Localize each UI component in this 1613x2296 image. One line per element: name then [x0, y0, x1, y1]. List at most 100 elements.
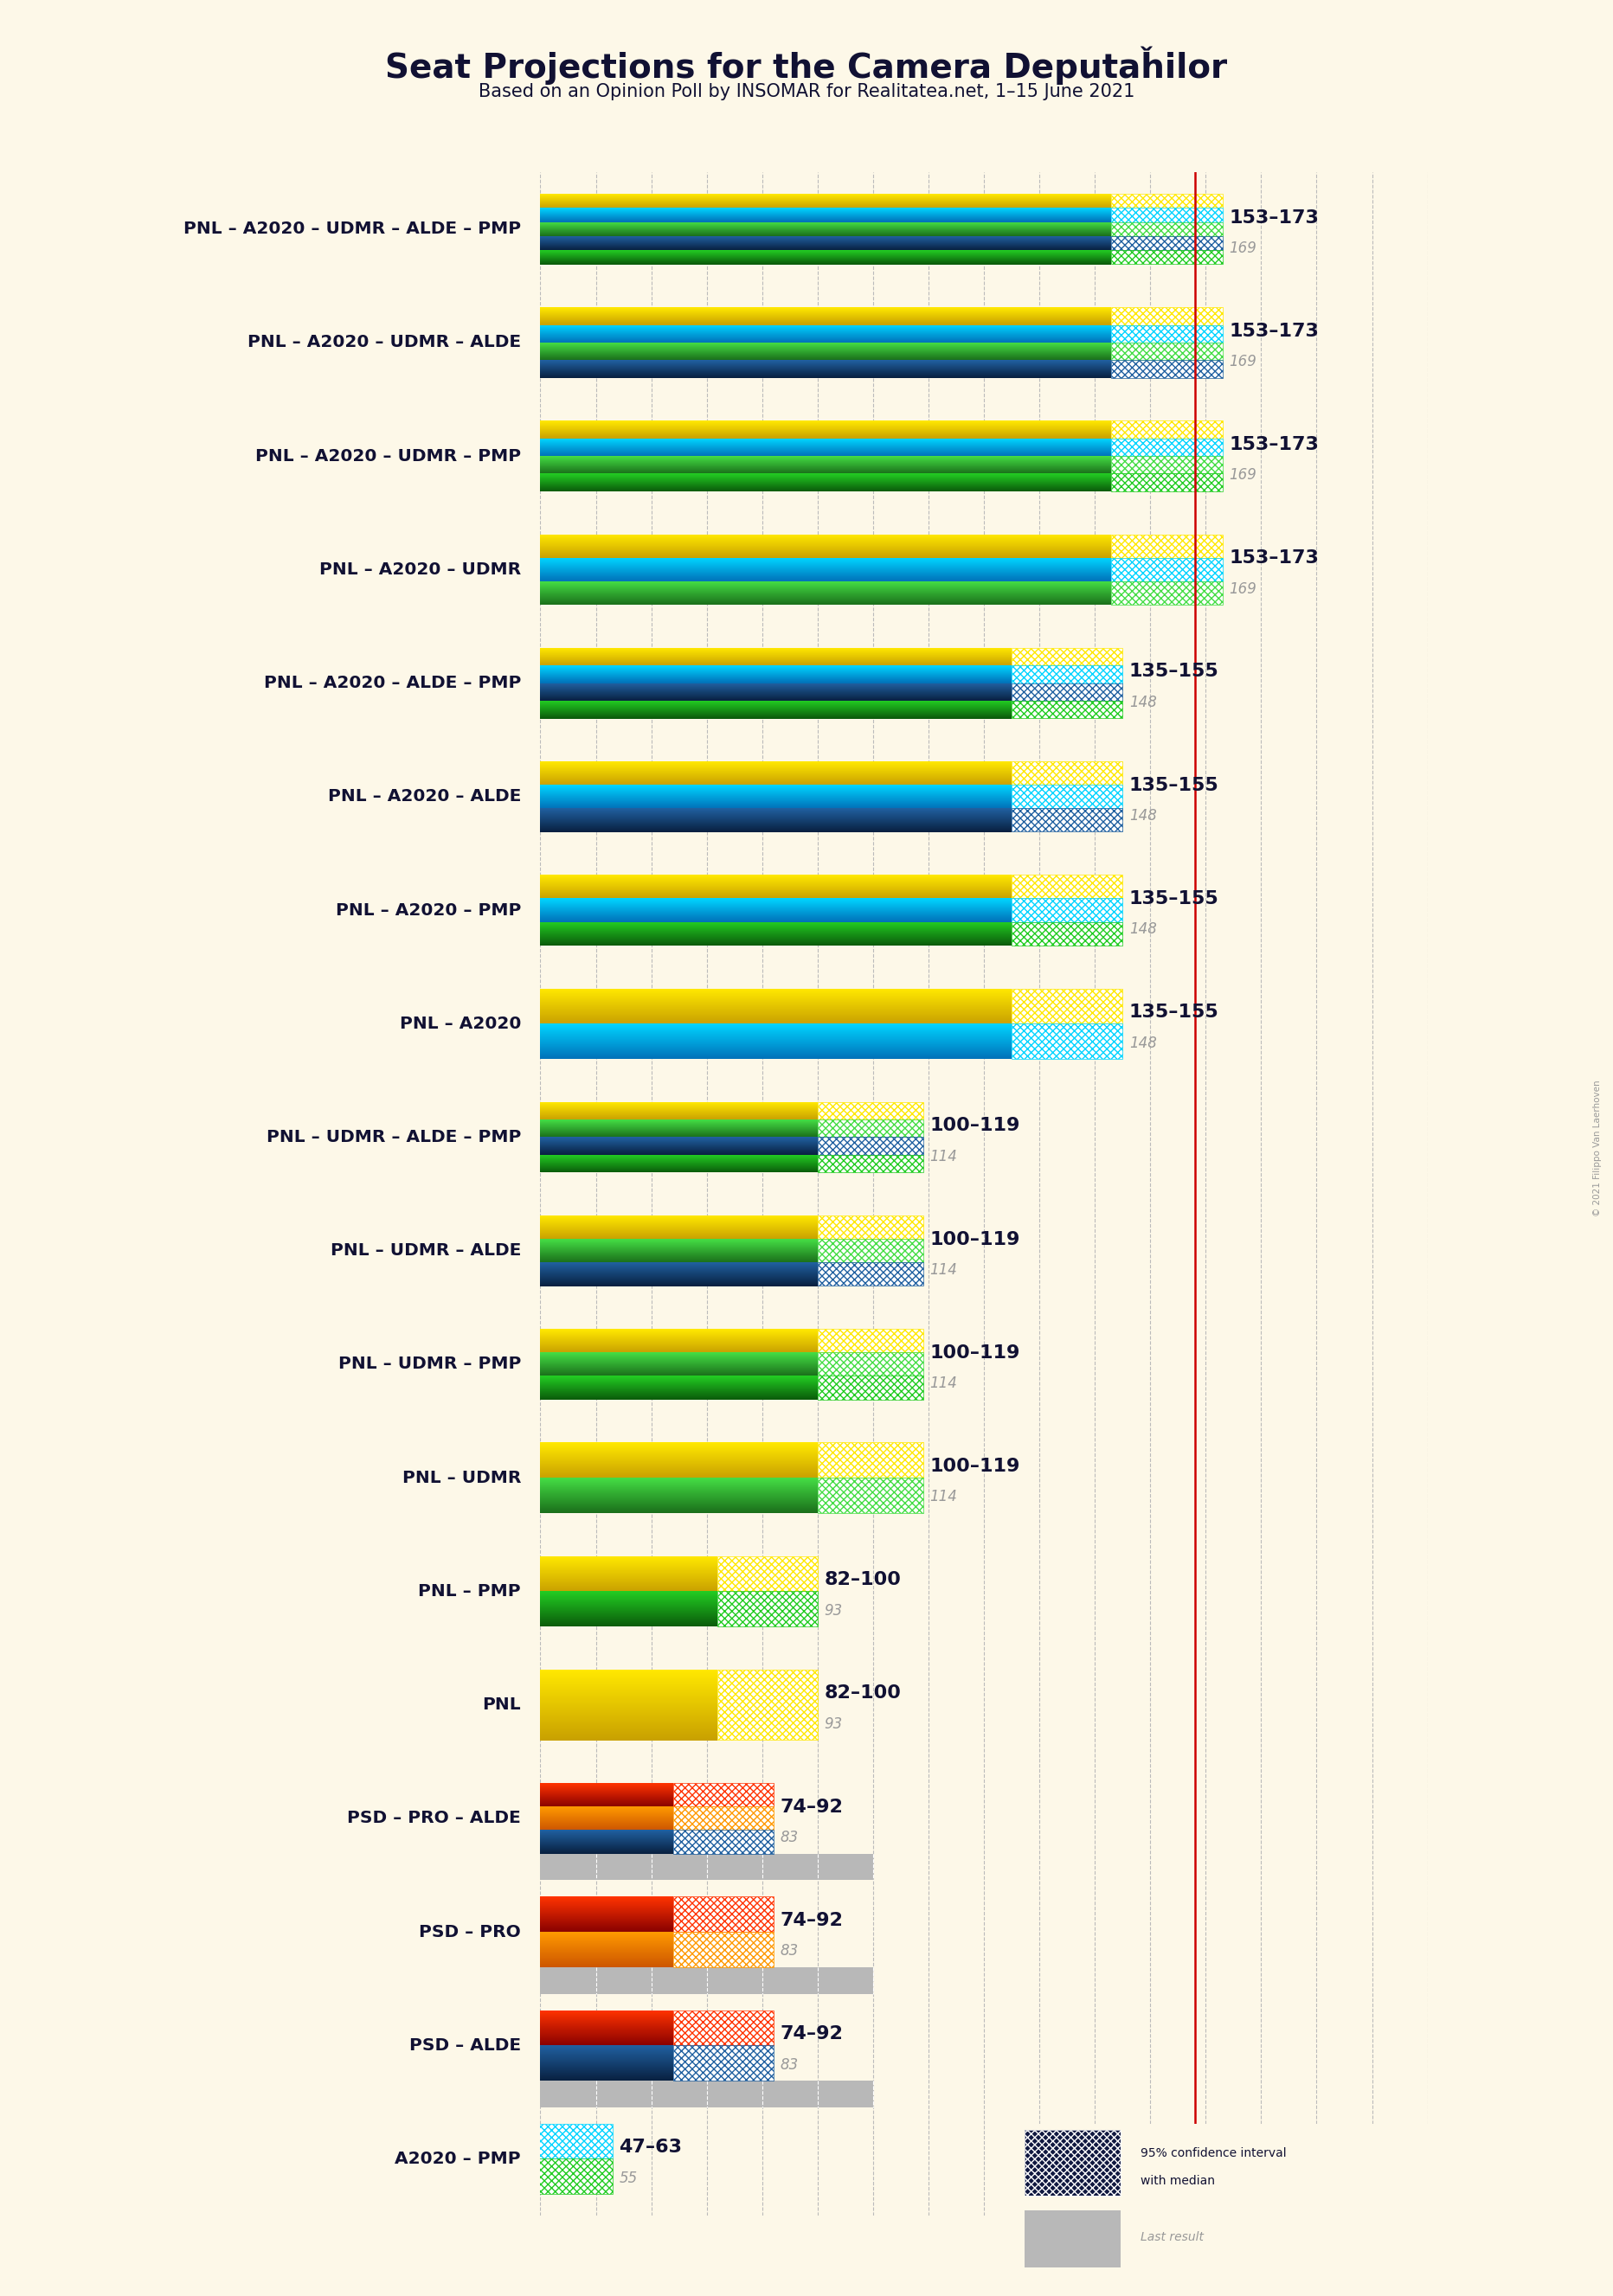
Text: 74–92: 74–92 [781, 1913, 844, 1929]
Text: PNL – A2020 – ALDE: PNL – A2020 – ALDE [327, 788, 521, 806]
Bar [1111, 473, 1223, 491]
Text: PNL – A2020 – PMP: PNL – A2020 – PMP [336, 902, 521, 918]
Text: 83: 83 [781, 1830, 798, 1846]
Bar [1011, 875, 1123, 898]
Bar [674, 1896, 773, 1931]
Text: 100–119: 100–119 [929, 1231, 1019, 1249]
Bar [540, 2080, 873, 2108]
Text: 135–155: 135–155 [1129, 891, 1219, 907]
Bar [1011, 666, 1123, 682]
Bar [818, 1442, 923, 1479]
Text: PSD – PRO – ALDE: PSD – PRO – ALDE [347, 1809, 521, 1828]
Text: 93: 93 [824, 1717, 842, 1731]
Text: 93: 93 [824, 1603, 842, 1619]
Bar [1111, 326, 1223, 342]
Bar [818, 1102, 923, 1120]
Bar [818, 1442, 923, 1479]
Text: PNL – UDMR – PMP: PNL – UDMR – PMP [339, 1357, 521, 1373]
Text: 47–63: 47–63 [619, 2140, 682, 2156]
Text: PNL – A2020 – ALDE – PMP: PNL – A2020 – ALDE – PMP [263, 675, 521, 691]
Text: 100–119: 100–119 [929, 1458, 1019, 1474]
Text: 169: 169 [1229, 354, 1257, 370]
Bar [1111, 193, 1223, 209]
Text: Seat Projections for the Camera Deputaȟilor: Seat Projections for the Camera Deputaȟi… [386, 46, 1227, 85]
Text: 169: 169 [1229, 468, 1257, 482]
Bar [818, 1102, 923, 1120]
Bar [540, 1853, 873, 1880]
Bar [1011, 990, 1123, 1024]
Bar [818, 1375, 923, 1398]
Bar [1011, 762, 1123, 785]
Bar [1024, 2211, 1121, 2266]
Text: 83: 83 [781, 1942, 798, 1958]
Bar [1011, 700, 1123, 719]
Bar [818, 1479, 923, 1513]
Text: 148: 148 [1129, 921, 1157, 937]
Bar [674, 1931, 773, 1968]
Bar [1111, 326, 1223, 342]
Bar [1111, 581, 1223, 604]
Bar [818, 1215, 923, 1240]
Text: PNL – A2020 – UDMR – PMP: PNL – A2020 – UDMR – PMP [255, 448, 521, 464]
Bar [1111, 420, 1223, 439]
Bar [1011, 785, 1123, 808]
Bar [1111, 360, 1223, 377]
Bar [1111, 535, 1223, 558]
Text: 95% confidence interval: 95% confidence interval [1140, 2147, 1286, 2161]
Bar [818, 1120, 923, 1137]
Text: 114: 114 [929, 1375, 957, 1391]
Bar [1111, 439, 1223, 457]
Bar [1111, 473, 1223, 491]
Text: 148: 148 [1129, 1035, 1157, 1052]
Text: 82–100: 82–100 [824, 1570, 902, 1589]
Bar [1111, 439, 1223, 457]
Bar [818, 1215, 923, 1240]
Text: 74–92: 74–92 [781, 1798, 844, 1816]
Bar [524, 2124, 613, 2158]
Bar [674, 1830, 773, 1853]
Text: 153–173: 153–173 [1229, 321, 1319, 340]
Text: 82–100: 82–100 [824, 1685, 902, 1701]
Bar [818, 1240, 923, 1263]
Bar [674, 1807, 773, 1830]
Text: 114: 114 [929, 1148, 957, 1164]
Bar [818, 1155, 923, 1173]
Text: 148: 148 [1129, 696, 1157, 709]
Text: 169: 169 [1229, 241, 1257, 257]
Bar [1111, 223, 1223, 236]
Text: PNL – A2020 – UDMR – ALDE – PMP: PNL – A2020 – UDMR – ALDE – PMP [184, 220, 521, 236]
Text: 153–173: 153–173 [1229, 436, 1319, 452]
Bar [1111, 236, 1223, 250]
Bar [524, 2124, 613, 2158]
Bar [718, 1557, 818, 1591]
Text: PSD – ALDE: PSD – ALDE [410, 2037, 521, 2053]
Text: 169: 169 [1229, 581, 1257, 597]
Bar [1024, 2131, 1121, 2195]
Bar [1111, 558, 1223, 581]
Bar [818, 1352, 923, 1375]
Bar [718, 1669, 818, 1740]
Text: A2020 – PMP: A2020 – PMP [395, 2151, 521, 2167]
Text: 153–173: 153–173 [1229, 549, 1319, 567]
Text: 100–119: 100–119 [929, 1118, 1019, 1134]
Text: Last result: Last result [1140, 2232, 1203, 2243]
Bar [1111, 236, 1223, 250]
Text: PNL – A2020: PNL – A2020 [400, 1015, 521, 1031]
Bar [1111, 558, 1223, 581]
Bar [1011, 921, 1123, 946]
Text: 100–119: 100–119 [929, 1343, 1019, 1362]
Bar [1011, 808, 1123, 831]
Text: PSD – PRO: PSD – PRO [419, 1924, 521, 1940]
Bar [1024, 2131, 1121, 2195]
Bar [718, 1557, 818, 1591]
Text: 74–92: 74–92 [781, 2025, 844, 2043]
Bar [718, 1591, 818, 1626]
Bar [1111, 457, 1223, 473]
Text: PNL – PMP: PNL – PMP [418, 1582, 521, 1600]
Text: 83: 83 [781, 2057, 798, 2073]
Text: PNL – UDMR – ALDE – PMP: PNL – UDMR – ALDE – PMP [266, 1130, 521, 1146]
Bar [1011, 898, 1123, 921]
Bar [1011, 921, 1123, 946]
Bar [674, 2046, 773, 2080]
Bar [818, 1137, 923, 1155]
